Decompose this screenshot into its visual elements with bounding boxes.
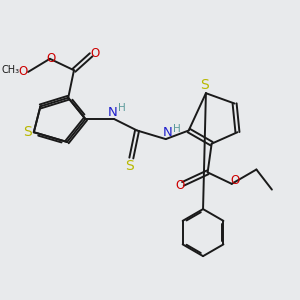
- Text: O: O: [18, 65, 28, 79]
- Text: N: N: [108, 106, 118, 119]
- Text: O: O: [47, 52, 56, 65]
- Text: O: O: [90, 47, 99, 60]
- Text: O: O: [230, 175, 240, 188]
- Text: O: O: [175, 179, 184, 192]
- Text: S: S: [23, 125, 32, 139]
- Text: N: N: [162, 126, 172, 139]
- Text: CH₃: CH₃: [1, 65, 19, 75]
- Text: H: H: [118, 103, 126, 113]
- Text: S: S: [200, 78, 209, 92]
- Text: H: H: [173, 124, 181, 134]
- Text: S: S: [125, 159, 134, 173]
